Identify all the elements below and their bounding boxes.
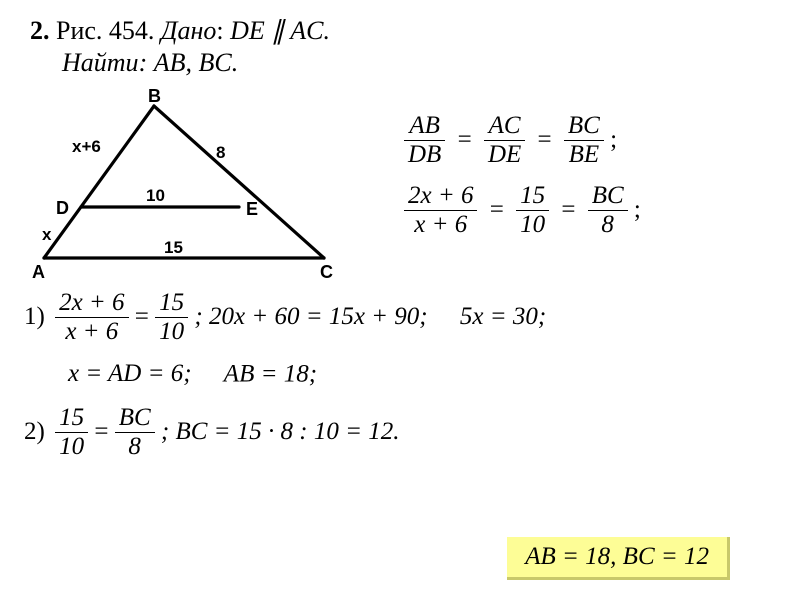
svg-text:x: x — [42, 225, 52, 244]
step-1-line-1: 1) 2x + 6 x + 6 = 15 10 ; 20x + 60 = 15x… — [24, 289, 776, 345]
frac-ab-db: AB DB — [404, 112, 445, 168]
svg-text:B: B — [148, 88, 161, 106]
svg-text:E: E — [246, 199, 258, 219]
find-expression: AB, BC. — [154, 48, 239, 77]
svg-text:A: A — [32, 262, 45, 282]
step1-simplify: 5x = 30; — [460, 303, 546, 330]
figure-label: Рис. 454. — [56, 16, 154, 45]
answer-text: AB = 18, BC = 12 — [525, 543, 709, 570]
step2-result: ; BC = 15 · 8 : 10 = 12. — [161, 418, 400, 445]
step2-frac-right: BC 8 — [115, 404, 155, 460]
frac-2x6-x6: 2x + 6 x + 6 — [404, 182, 477, 238]
answer-box: AB = 18, BC = 12 — [507, 537, 730, 580]
step-2-lead: 2) — [24, 418, 45, 446]
top-area: A B C D Ex+6 8 10 x 15 AB DB = AC DE = BC BE ; 2… — [24, 88, 776, 283]
given-label: Дано — [161, 16, 216, 45]
step1-x-value: x = AD = 6; — [68, 360, 192, 387]
find-label: Найти — [62, 48, 139, 77]
svg-text:D: D — [56, 198, 69, 218]
step-2-line: 2) 15 10 = BC 8 ; BC = 15 · 8 : 10 = 12. — [24, 404, 776, 460]
step1-expand: ; 20x + 60 = 15x + 90; — [194, 303, 427, 330]
given-expression: DE ∥ AC. — [230, 16, 330, 45]
step-1-lead: 1) — [24, 303, 45, 331]
find-line: Найти: AB, BC. — [62, 48, 776, 78]
svg-text:15: 15 — [164, 238, 183, 257]
frac-ac-de: AC DE — [484, 112, 525, 168]
svg-text:10: 10 — [146, 186, 165, 205]
problem-number: 2. — [30, 16, 50, 45]
frac-15-10-a: 15 10 — [516, 182, 549, 238]
step1-ab-value: AB = 18; — [224, 360, 317, 387]
triangle-diagram: A B C D Ex+6 8 10 x 15 — [24, 88, 354, 283]
frac-bc-be: BC BE — [564, 112, 604, 168]
ratio-line-2: 2x + 6 x + 6 = 15 10 = BC 8 ; — [404, 182, 776, 238]
problem-heading: 2. Рис. 454. Дано: DE ∥ AC. — [30, 16, 776, 46]
step1-frac-right: 15 10 — [155, 289, 188, 345]
step2-frac-left: 15 10 — [55, 404, 88, 460]
ratio-equations: AB DB = AC DE = BC BE ; 2x + 6 x + 6 = 1… — [354, 88, 776, 283]
svg-text:8: 8 — [216, 143, 225, 162]
step-1-line-2: x = AD = 6; AB = 18; — [68, 359, 776, 388]
frac-bc-8-a: BC 8 — [588, 182, 628, 238]
ratio-line-1: AB DB = AC DE = BC BE ; — [404, 112, 776, 168]
svg-text:x+6: x+6 — [72, 137, 101, 156]
svg-text:C: C — [320, 262, 333, 282]
step1-frac-left: 2x + 6 x + 6 — [55, 289, 128, 345]
